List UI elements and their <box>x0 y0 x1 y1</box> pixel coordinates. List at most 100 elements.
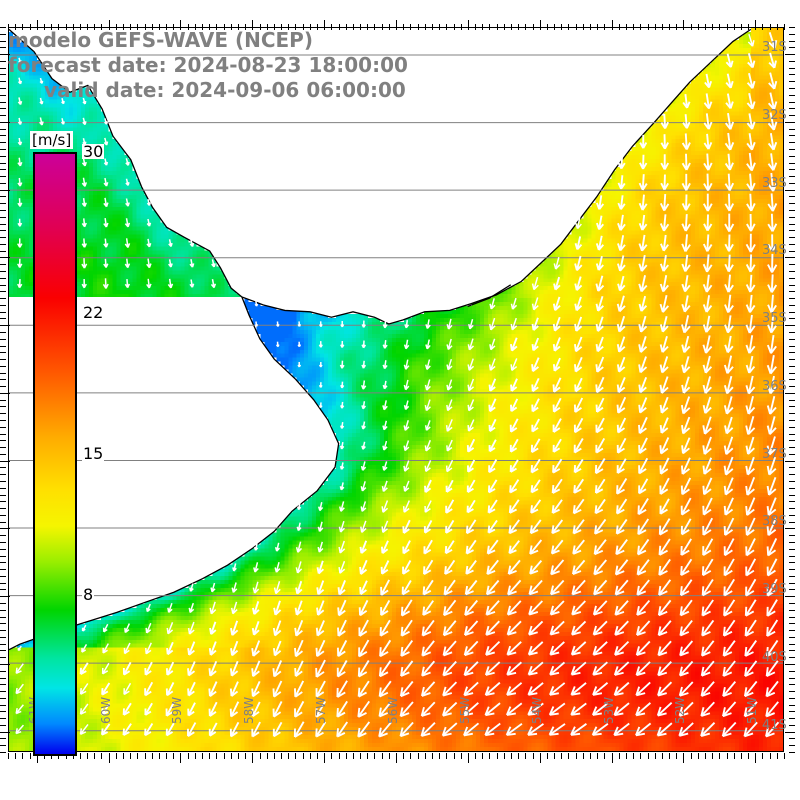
wind-arrow <box>745 578 757 597</box>
wind-arrow <box>723 599 736 617</box>
wind-arrow <box>636 620 651 636</box>
wind-arrow <box>251 680 261 698</box>
wind-arrow <box>361 340 367 349</box>
wind-arrow <box>338 540 346 554</box>
wind-arrow <box>700 701 715 717</box>
wind-arrow <box>316 560 325 575</box>
wind-arrow <box>681 153 691 171</box>
wind-arrow <box>679 620 693 637</box>
wind-arrow <box>81 157 87 167</box>
wind-arrow <box>659 214 670 232</box>
wind-arrow <box>381 500 389 513</box>
wind-arrow <box>635 702 652 717</box>
wind-arrow <box>187 722 197 737</box>
wind-arrow <box>60 118 65 125</box>
wind-arrow <box>617 235 626 252</box>
wind-arrow <box>509 418 519 433</box>
wind-arrow <box>723 578 735 597</box>
wind-arrow <box>659 498 670 515</box>
wind-arrow <box>681 214 691 232</box>
wind-arrow <box>680 497 692 516</box>
wind-arrow <box>488 358 496 371</box>
wind-arrow <box>125 158 130 166</box>
wind-arrow <box>446 358 453 371</box>
wind-arrow <box>82 97 87 105</box>
wind-arrow <box>79 723 89 735</box>
wind-arrow <box>17 279 23 289</box>
wind-arrow <box>593 559 607 576</box>
coastline-lagoon <box>467 284 512 308</box>
wind-arrow <box>723 436 734 455</box>
wind-arrow <box>531 418 540 433</box>
wind-arrow <box>595 316 604 332</box>
wind-arrow <box>466 499 476 514</box>
lon-label-59W: 59W <box>170 696 185 724</box>
wind-arrow <box>167 603 173 613</box>
wind-arrow <box>766 497 777 516</box>
wind-arrow <box>317 502 324 512</box>
wind-arrow <box>638 315 648 333</box>
wind-arrow <box>442 620 457 637</box>
wind-arrow <box>724 132 735 151</box>
wind-arrow <box>294 639 304 658</box>
wind-arrow <box>679 599 693 617</box>
wind-arrow <box>187 681 196 697</box>
wind-arrow <box>146 199 152 206</box>
wind-arrow <box>530 499 542 514</box>
wind-arrow <box>704 73 713 89</box>
wind-arrow <box>766 436 777 456</box>
wind-arrow <box>638 194 648 211</box>
wind-arrow <box>446 338 453 351</box>
wind-arrow <box>293 721 305 738</box>
wind-arrow <box>702 355 713 374</box>
wind-arrow <box>571 559 586 575</box>
wind-arrow <box>444 559 456 575</box>
wind-arrow <box>360 461 367 471</box>
wind-arrow <box>361 360 367 369</box>
wind-arrow <box>339 442 345 450</box>
wind-arrow <box>146 603 151 613</box>
wind-arrow <box>616 336 626 353</box>
wind-arrow <box>659 396 669 414</box>
wind-arrow <box>403 400 410 411</box>
wind-arrow <box>380 579 390 596</box>
wind-arrow <box>745 476 756 496</box>
wind-arrow <box>527 723 544 736</box>
lon-label-56W: 56W <box>386 696 400 724</box>
wind-arrow <box>509 479 520 494</box>
wind-arrow <box>573 437 584 454</box>
wind-arrow <box>508 499 520 514</box>
wind-arrow <box>510 378 518 392</box>
wind-arrow <box>509 438 519 453</box>
wind-arrow <box>340 422 345 429</box>
wind-arrow <box>166 622 174 635</box>
wind-arrow <box>17 238 23 248</box>
wind-arrow <box>617 154 626 170</box>
wind-arrow <box>552 337 561 352</box>
wind-arrow <box>339 462 345 470</box>
wind-arrow <box>403 460 410 472</box>
wind-arrow <box>616 356 626 373</box>
wind-arrow <box>446 439 453 452</box>
wind-arrow <box>315 639 326 658</box>
wind-arrow <box>315 721 327 738</box>
wind-arrow <box>702 477 713 496</box>
wind-arrow <box>275 321 280 327</box>
colorbar[interactable] <box>33 152 77 756</box>
wind-arrow <box>657 640 672 657</box>
wind-arrow <box>660 154 670 170</box>
wind-arrow <box>549 661 566 676</box>
wind-arrow <box>527 641 544 656</box>
wind-arrow <box>17 177 23 187</box>
wind-arrow <box>552 418 562 433</box>
wind-arrow <box>506 682 523 696</box>
wind-arrow <box>315 659 326 678</box>
wind-arrow <box>723 538 735 557</box>
wind-arrow <box>17 97 23 106</box>
wind-arrow <box>295 580 303 595</box>
wind-arrow <box>744 660 758 677</box>
wind-arrow <box>165 661 175 676</box>
wind-arrow <box>18 57 22 64</box>
wind-arrow <box>530 458 541 474</box>
wind-arrow <box>424 479 432 493</box>
